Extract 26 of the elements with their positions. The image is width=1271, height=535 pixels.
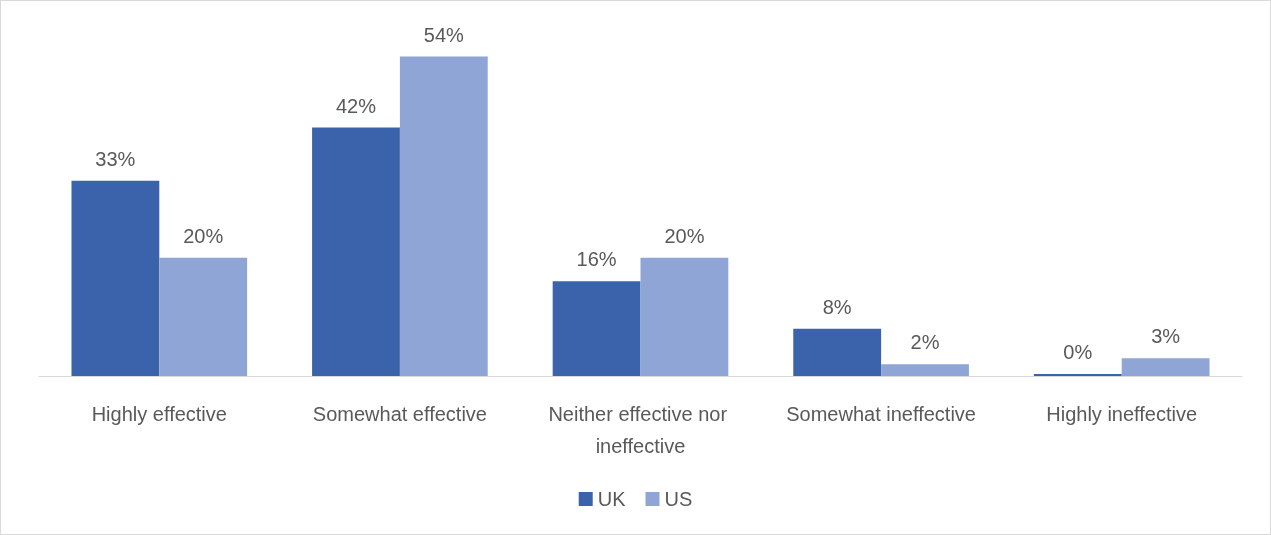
x-tick-label: Highly ineffective <box>1046 403 1198 425</box>
bar <box>881 364 969 376</box>
bar <box>159 257 248 376</box>
data-label: 20% <box>664 224 705 247</box>
x-tick-label: Somewhat effective <box>312 403 487 425</box>
data-label: 2% <box>910 331 940 354</box>
x-tick-label: Somewhat ineffective <box>786 403 976 425</box>
x-tick-label: Neither effective nor ineffective <box>548 403 733 457</box>
bar <box>312 127 400 376</box>
legend-label: US <box>664 488 693 510</box>
data-label: 33% <box>95 147 136 170</box>
data-label: 8% <box>822 295 852 318</box>
bar <box>552 281 641 376</box>
bar <box>1121 358 1210 376</box>
data-label: 16% <box>576 248 617 271</box>
bar <box>793 328 882 376</box>
data-label: 3% <box>1151 325 1181 348</box>
data-label: 20% <box>183 224 224 247</box>
bar <box>640 257 729 376</box>
data-label: 0% <box>1063 341 1093 363</box>
bar <box>399 56 488 376</box>
x-tick-label: Highly effective <box>91 403 227 425</box>
legend-label: UK <box>597 488 627 510</box>
data-label: 42% <box>335 94 377 117</box>
data-label: 54% <box>423 23 465 46</box>
bar <box>71 180 160 376</box>
